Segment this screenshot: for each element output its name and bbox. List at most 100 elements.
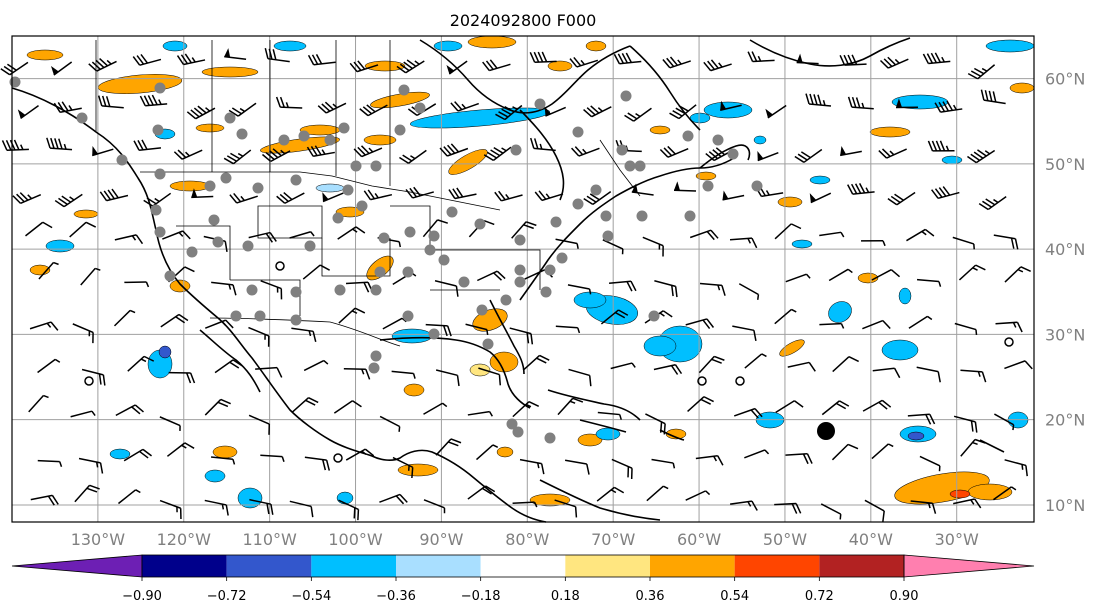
wind-barb	[382, 317, 407, 330]
station-marker	[572, 198, 584, 210]
field-contour	[335, 206, 365, 218]
wind-barb	[204, 499, 229, 516]
field-contour	[689, 112, 711, 124]
wind-barb	[359, 104, 388, 117]
wind-barb	[289, 231, 315, 239]
colorbar-extend-high	[903, 554, 1035, 578]
station-marker	[398, 84, 410, 96]
wind-barb	[99, 188, 129, 202]
wind-barb	[143, 192, 172, 207]
colorbar-segment	[650, 555, 735, 577]
wind-barb	[204, 398, 231, 416]
wind-barb	[399, 149, 427, 164]
wind-barb	[785, 273, 811, 283]
field-contour	[158, 345, 172, 359]
field-contour	[448, 149, 488, 175]
wind-barb	[651, 458, 676, 469]
wind-barb	[475, 444, 499, 461]
wind-barb	[600, 309, 629, 325]
colorbar-extend-low	[11, 554, 143, 578]
wind-barb	[261, 148, 291, 163]
wind-barb	[12, 192, 42, 205]
wind-barb	[127, 355, 155, 372]
wind-barb	[249, 498, 274, 515]
station-marker	[474, 218, 486, 230]
wind-barb	[613, 52, 642, 65]
colorbar-tick-label: −0.54	[291, 589, 331, 604]
station-marker	[374, 266, 386, 278]
field-contour	[869, 126, 911, 138]
wind-barb	[862, 319, 891, 330]
station-marker	[544, 264, 556, 276]
calm-circle	[697, 376, 707, 386]
field-contour	[469, 363, 491, 377]
field-contour	[315, 183, 345, 193]
wind-barb	[74, 484, 100, 503]
field-contour	[649, 125, 671, 135]
wind-barb	[276, 191, 305, 204]
wind-barb	[564, 459, 590, 475]
wind-barb	[123, 448, 153, 462]
calm-circle	[275, 261, 285, 271]
station-marker	[212, 236, 224, 248]
wind-barb	[191, 188, 214, 199]
wind-barb	[861, 240, 886, 247]
wind-barb	[51, 61, 73, 76]
station-marker	[370, 160, 382, 172]
wind-barb	[646, 485, 669, 502]
station-marker	[246, 284, 258, 296]
wind-barb	[732, 325, 757, 342]
wind-barb	[954, 322, 978, 336]
station-marker	[378, 232, 390, 244]
station-marker	[290, 314, 302, 326]
wind-barb	[907, 413, 936, 425]
colorbar-tick-label: 0.54	[720, 589, 749, 604]
station-marker	[402, 310, 414, 322]
wind-barb	[205, 319, 234, 329]
wind-barb	[97, 95, 124, 109]
colorbar-tick-label: −0.18	[461, 589, 501, 604]
wind-barb	[673, 181, 697, 192]
wind-barb	[512, 400, 540, 418]
observation-stations	[9, 76, 763, 444]
wind-barb	[529, 51, 557, 63]
wind-barb	[260, 454, 285, 462]
field-contours	[26, 35, 1035, 509]
wind-barb	[879, 56, 909, 69]
wind-barbs	[0, 48, 1033, 522]
field-contour	[364, 60, 406, 72]
wind-barb	[511, 221, 537, 239]
wind-barb	[611, 458, 633, 480]
station-marker	[476, 304, 488, 316]
political-borders	[95, 40, 641, 347]
wind-barb	[37, 358, 61, 374]
map-frame	[11, 35, 1035, 523]
wind-barb	[571, 146, 600, 157]
lon-label: 120°W	[157, 530, 212, 549]
wind-barb	[698, 355, 725, 374]
wind-barb	[910, 500, 937, 514]
field-contour	[791, 239, 813, 249]
station-marker	[556, 252, 568, 264]
wind-barb	[995, 321, 1023, 333]
field-contour	[169, 180, 211, 192]
wind-barb	[391, 370, 416, 379]
wind-barb	[645, 413, 666, 435]
station-marker	[458, 276, 470, 288]
wind-barb	[317, 101, 347, 114]
station-marker	[242, 240, 254, 252]
wind-barb	[69, 221, 97, 238]
colorbar-segment	[734, 555, 820, 577]
wind-barb	[495, 104, 523, 121]
wind-barb	[306, 145, 335, 158]
wind-barb	[166, 442, 195, 457]
station-marker	[514, 264, 526, 276]
station-marker	[402, 266, 414, 278]
field-contour	[73, 209, 99, 219]
black-dot-marker	[817, 422, 835, 440]
wind-barb	[847, 96, 874, 110]
wind-barb	[423, 499, 446, 514]
field-contour	[212, 445, 238, 459]
wind-barb	[37, 459, 63, 467]
wind-barb	[124, 281, 150, 288]
